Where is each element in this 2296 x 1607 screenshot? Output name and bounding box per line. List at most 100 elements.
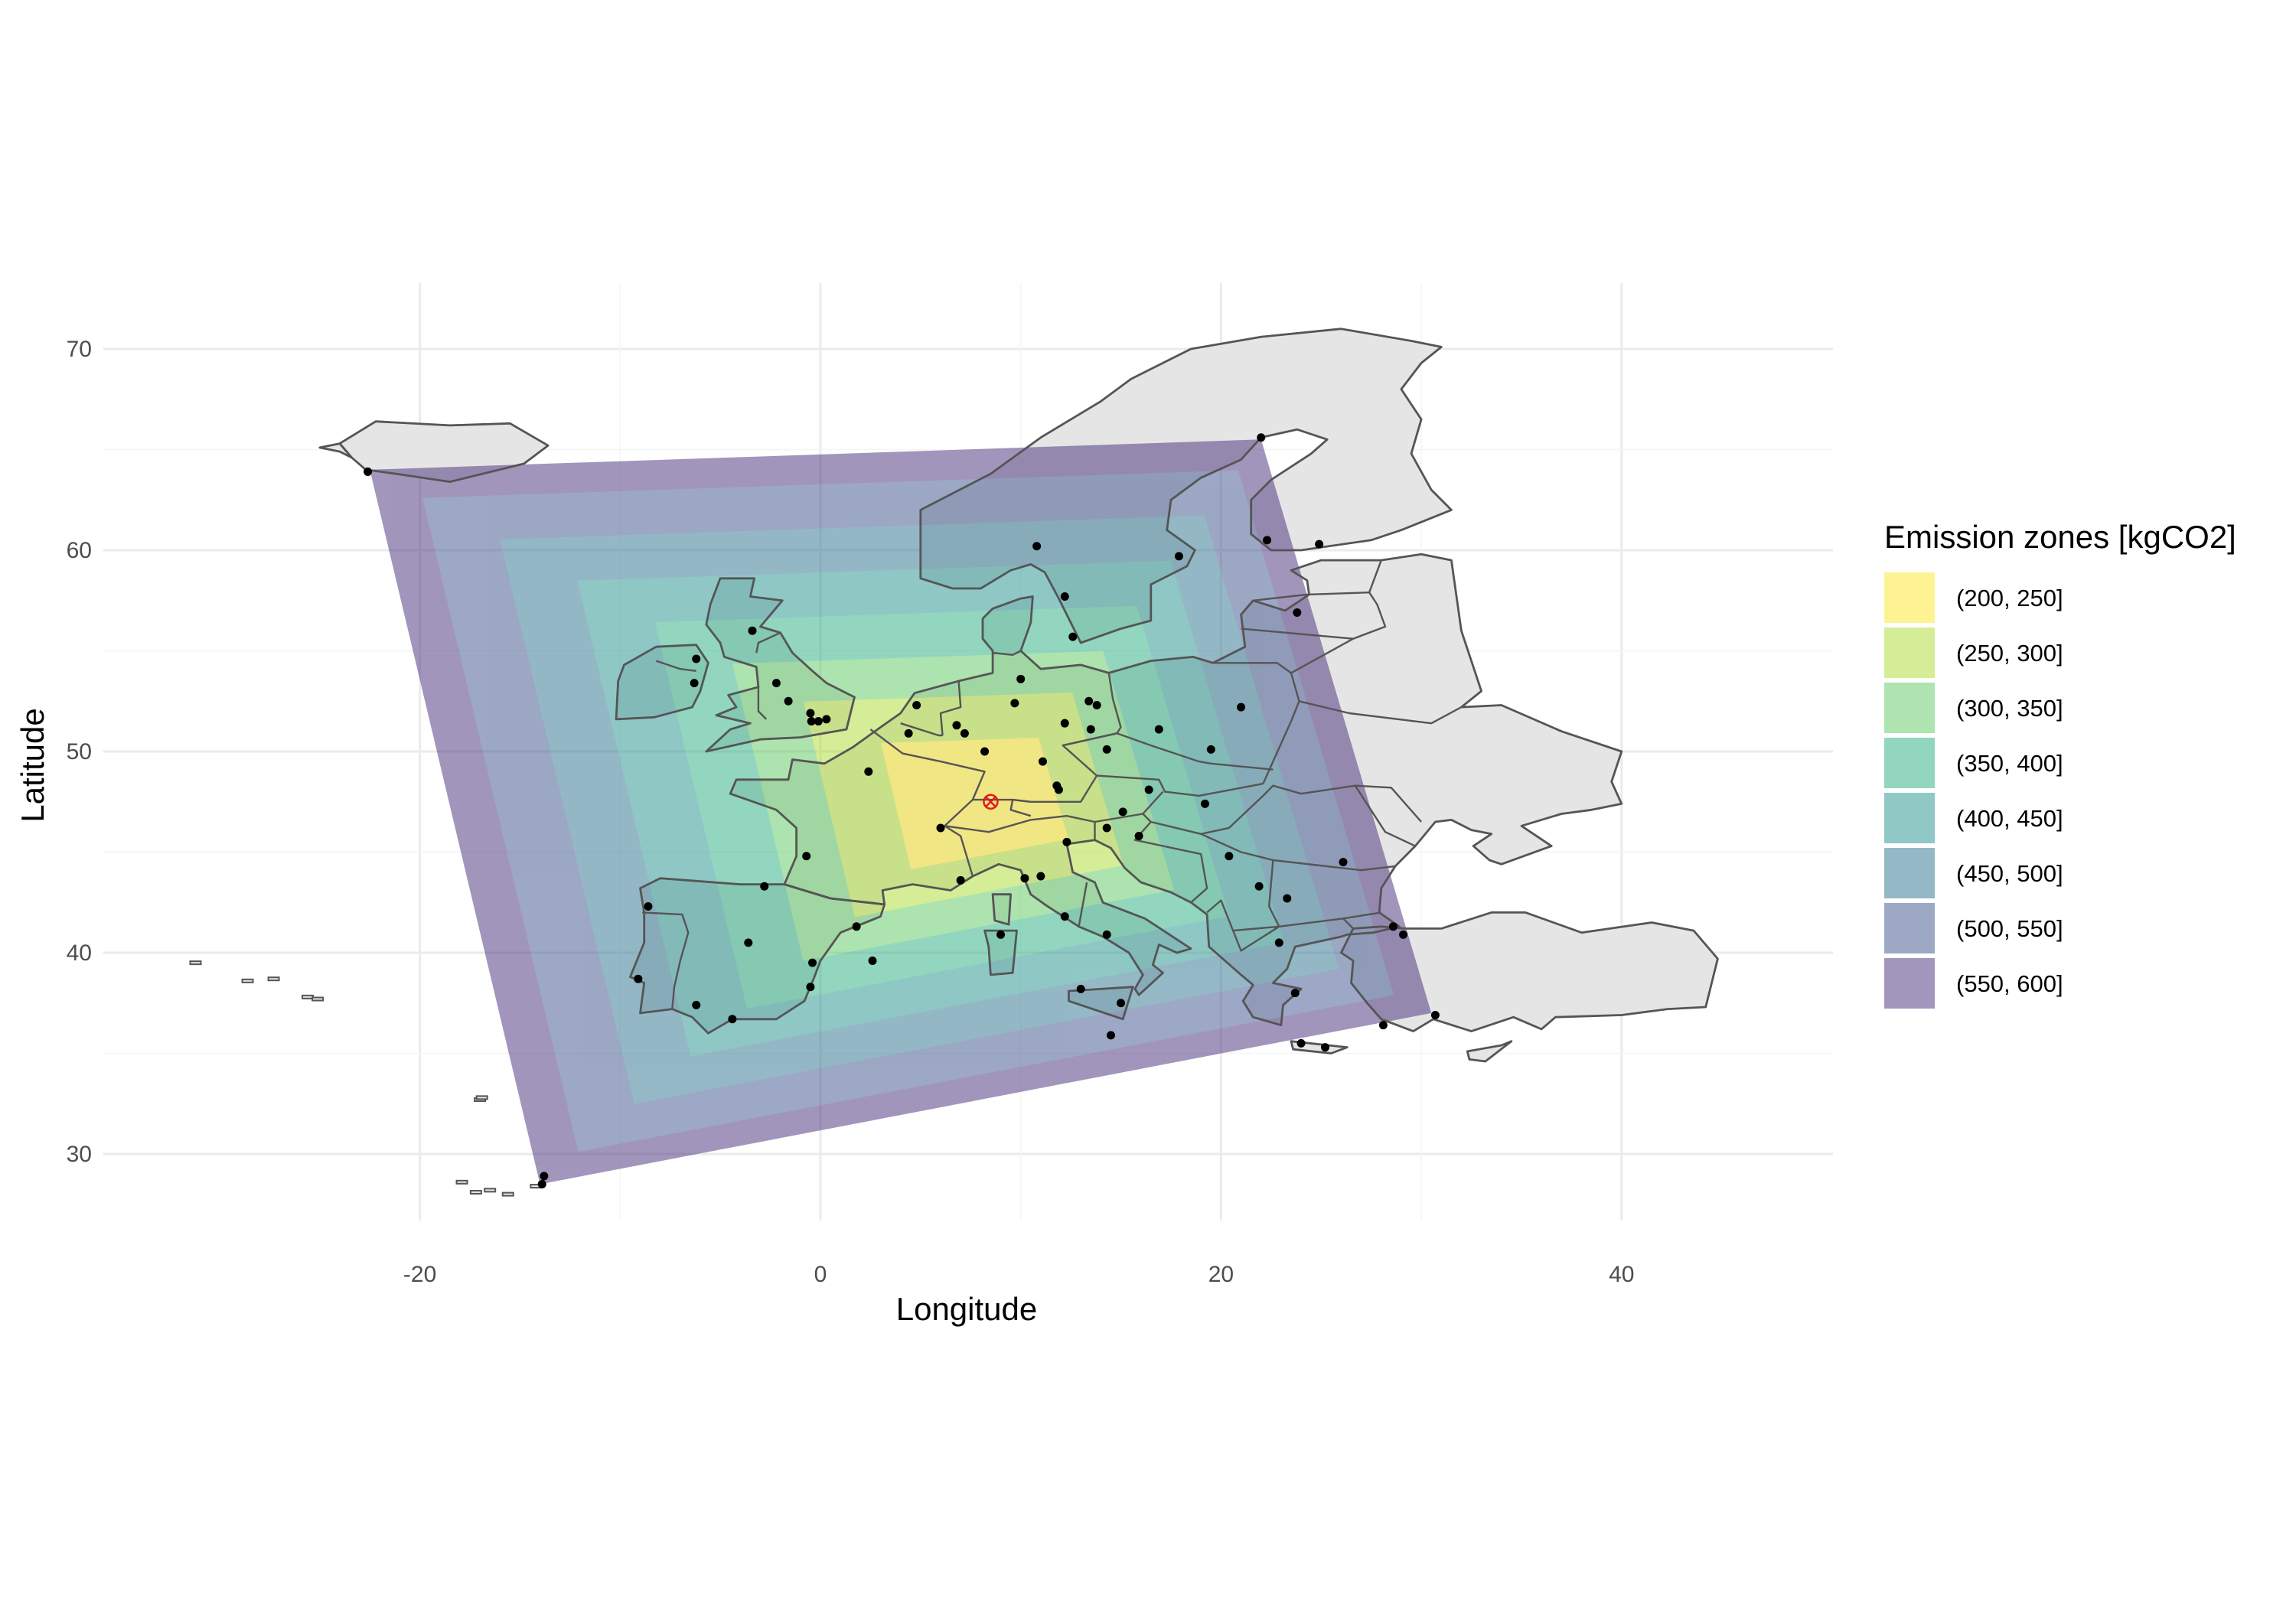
- island: [475, 1095, 488, 1100]
- city-point: [807, 717, 816, 726]
- city-point: [1263, 536, 1272, 545]
- city-point: [1084, 696, 1094, 706]
- legend-key: [1884, 793, 1935, 843]
- city-point: [1076, 984, 1085, 993]
- legend-label: (450, 500]: [1956, 860, 2063, 887]
- country-border: [784, 883, 885, 906]
- city-point: [1254, 882, 1264, 891]
- coast-iceland: [338, 420, 550, 483]
- city-point: [1206, 745, 1215, 754]
- city-point: [1388, 922, 1397, 931]
- city-point: [1283, 894, 1292, 903]
- city-point: [1225, 852, 1234, 861]
- origin-marker: [983, 794, 999, 810]
- city-point: [1154, 725, 1163, 734]
- coast-britain: [705, 577, 856, 753]
- city-point: [540, 1172, 549, 1181]
- x-tick-label: -20: [403, 1262, 436, 1287]
- city-point: [1339, 858, 1348, 867]
- city-point: [852, 922, 861, 931]
- city-point: [728, 1015, 737, 1024]
- legend-label: (250, 300]: [1956, 640, 2063, 667]
- legend-key: [1884, 848, 1935, 898]
- city-point: [1060, 592, 1069, 601]
- city-point: [1274, 938, 1283, 947]
- city-point: [748, 626, 757, 635]
- country-border: [1094, 784, 1416, 847]
- island: [241, 978, 254, 983]
- city-point: [771, 679, 781, 688]
- city-point: [814, 717, 823, 726]
- country-borders: [189, 328, 1719, 1197]
- country-border: [944, 814, 1096, 840]
- city-point: [960, 729, 969, 738]
- island: [501, 1191, 514, 1197]
- legend-key: [1884, 683, 1935, 733]
- country-border: [900, 722, 943, 737]
- legend: Emission zones [kgCO2] (200, 250] (250, 3…: [1884, 519, 2236, 1009]
- city-point: [1102, 823, 1111, 833]
- city-point: [744, 938, 753, 947]
- coast-corsica: [991, 893, 1012, 926]
- country-border: [869, 729, 986, 877]
- city-point: [808, 958, 817, 967]
- city-point: [644, 902, 653, 911]
- city-point: [364, 467, 373, 476]
- city-point: [1144, 785, 1153, 794]
- city-point: [1320, 1043, 1329, 1052]
- coast-sardinia: [983, 929, 1018, 976]
- city-point: [537, 1179, 546, 1188]
- origin-circle: [983, 794, 999, 810]
- city-point: [1134, 831, 1143, 840]
- city-point: [806, 709, 815, 718]
- country-border: [1078, 882, 1088, 927]
- x-tick-label: 0: [814, 1262, 827, 1287]
- city-point: [1010, 699, 1019, 708]
- legend-label: (500, 550]: [1956, 915, 2063, 942]
- city-point: [980, 747, 990, 756]
- island: [267, 976, 280, 982]
- y-axis-title: Latitude: [15, 708, 51, 822]
- country-border: [656, 660, 696, 672]
- city-point: [1032, 542, 1042, 551]
- city-point: [1118, 807, 1127, 817]
- origin-cross: [984, 795, 997, 808]
- city-point: [1430, 1011, 1440, 1020]
- y-tick-label: 30: [67, 1142, 92, 1167]
- island: [469, 1189, 482, 1195]
- city-point: [1117, 999, 1126, 1008]
- y-tick-label: 60: [67, 538, 92, 563]
- country-border: [1253, 592, 1370, 601]
- legend-label: (300, 350]: [1956, 695, 2063, 722]
- country-border: [939, 680, 962, 736]
- city-point: [1062, 837, 1071, 846]
- city-point: [1200, 799, 1209, 808]
- city-point: [822, 715, 831, 724]
- city-point: [1092, 701, 1101, 710]
- city-point: [760, 882, 769, 891]
- city-point: [952, 721, 961, 730]
- city-point: [690, 679, 699, 688]
- city-point: [1038, 757, 1047, 766]
- city-point: [692, 1000, 701, 1009]
- island: [311, 996, 325, 1002]
- island: [484, 1188, 497, 1193]
- country-border: [1142, 790, 1164, 815]
- country-border: [757, 686, 768, 720]
- legend-key: [1884, 572, 1935, 623]
- y-tick-label: 40: [67, 940, 92, 966]
- city-point: [1315, 539, 1324, 549]
- axis-ticks: -20 0 20 40 30 40 50 60 70: [67, 337, 1635, 1287]
- coast-turkey: [1340, 911, 1719, 1032]
- city-point: [1016, 674, 1026, 683]
- city-point: [1068, 632, 1078, 641]
- island: [189, 960, 202, 966]
- country-border: [755, 631, 781, 654]
- legend-key: [1884, 903, 1935, 953]
- country-border: [1299, 700, 1462, 725]
- city-point: [904, 729, 913, 738]
- country-border: [1009, 798, 1032, 817]
- legend-label: (350, 400]: [1956, 750, 2063, 777]
- city-point: [936, 823, 945, 833]
